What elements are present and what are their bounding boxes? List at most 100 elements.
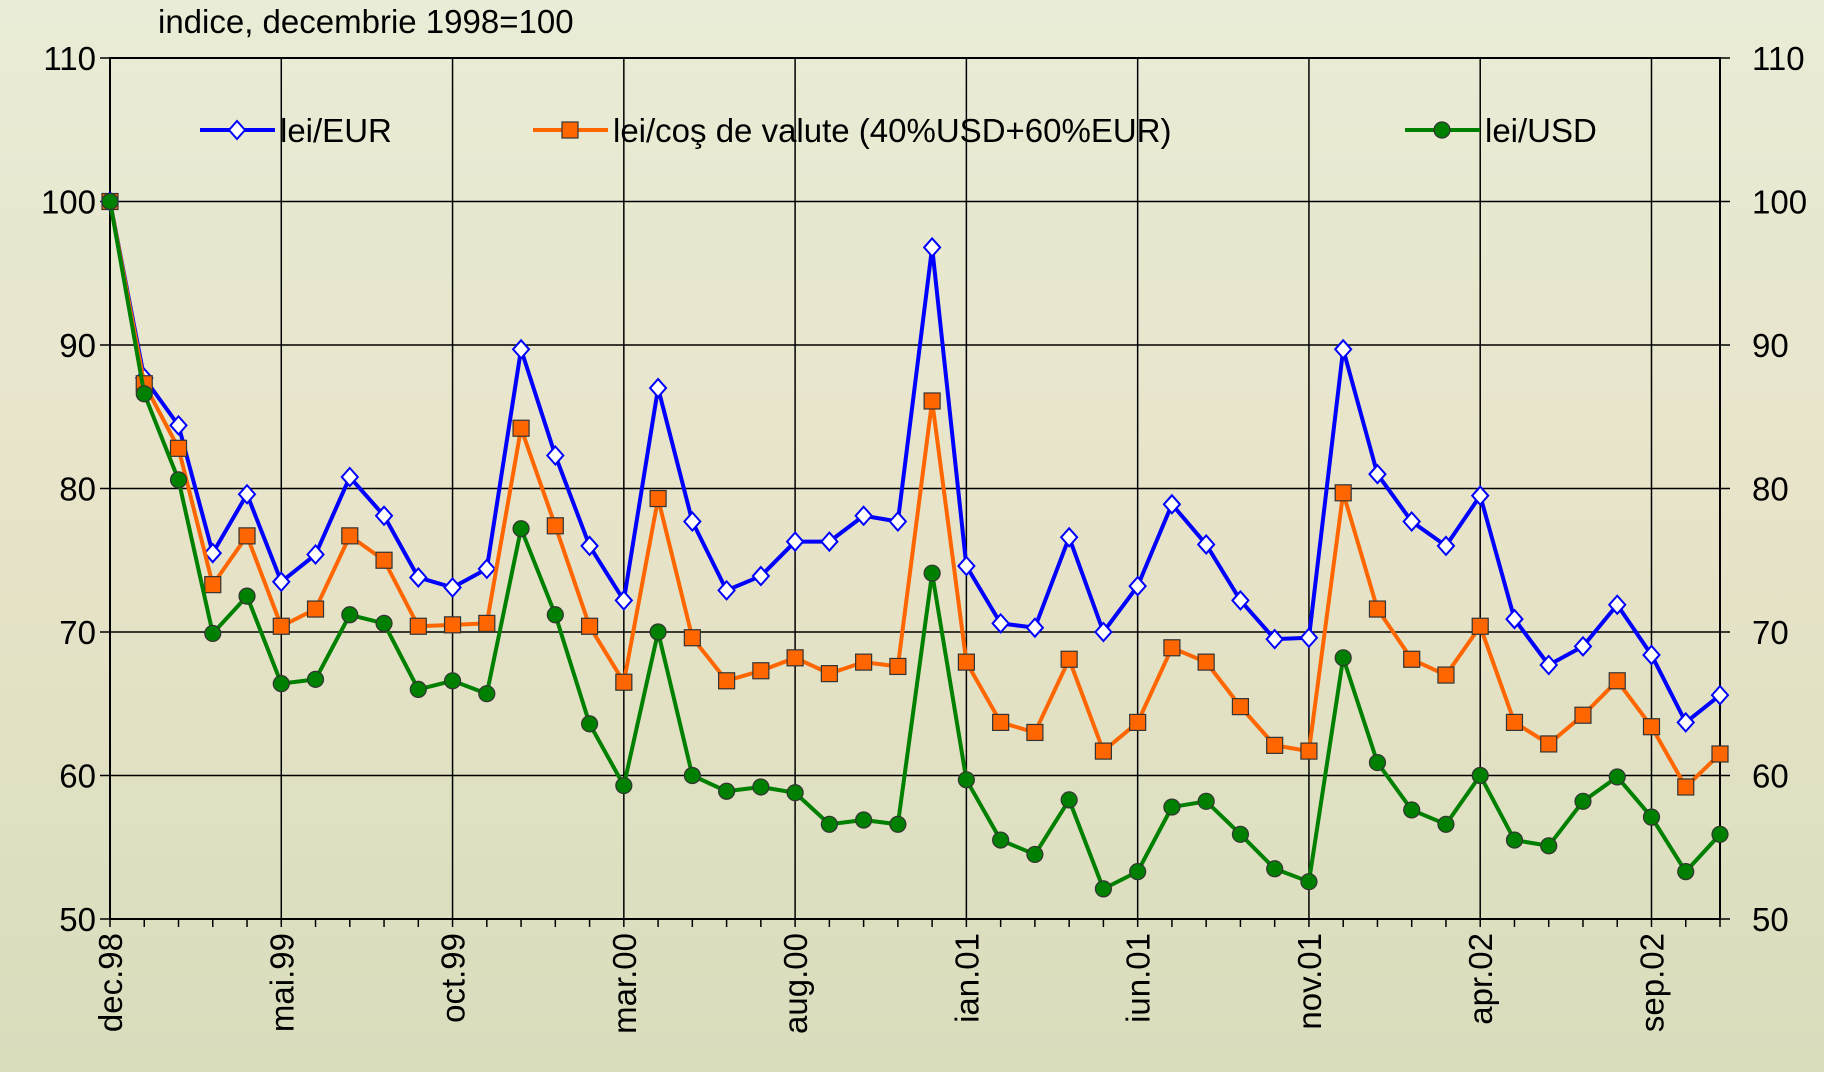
marker [545, 444, 565, 467]
marker [169, 414, 188, 436]
marker [1026, 723, 1044, 742]
y-tick-label: 110 [43, 40, 96, 77]
chart-title: indice, decembrie 1998=100 [158, 3, 574, 40]
marker [1368, 600, 1387, 618]
legend-marker [561, 121, 579, 139]
marker [649, 489, 667, 508]
series [101, 192, 1729, 796]
marker [272, 617, 290, 635]
marker [443, 672, 462, 690]
y-tick-label: 80 [59, 471, 96, 508]
marker [409, 680, 427, 699]
marker [375, 614, 393, 632]
marker [169, 439, 188, 457]
marker [1437, 666, 1455, 684]
marker [683, 510, 702, 533]
y2-tick-label: 60 [1752, 758, 1789, 795]
legend-label: lei/EUR [280, 112, 392, 149]
marker [204, 576, 222, 594]
marker [717, 672, 736, 690]
marker [820, 665, 838, 683]
x-tick-label: dec.98 [92, 933, 129, 1032]
marker [1299, 627, 1319, 649]
marker [923, 564, 941, 582]
marker [1334, 649, 1352, 667]
marker [1197, 653, 1215, 671]
y-tick-label: 90 [59, 327, 96, 364]
marker [477, 558, 497, 580]
marker [1266, 736, 1284, 754]
marker [957, 653, 975, 671]
marker [135, 385, 153, 403]
marker [204, 624, 222, 643]
marker [1540, 735, 1558, 753]
marker [854, 505, 873, 527]
marker [957, 771, 975, 789]
y2-tick-label: 110 [1752, 40, 1805, 77]
marker [546, 517, 564, 535]
marker [922, 236, 942, 258]
marker [1608, 672, 1626, 690]
marker [341, 527, 359, 545]
marker [785, 531, 805, 553]
marker [374, 505, 394, 527]
marker [1471, 617, 1489, 635]
x-tick-label: apr.02 [1462, 933, 1499, 1025]
marker [889, 815, 907, 833]
marker [1196, 533, 1216, 555]
marker [1231, 698, 1250, 716]
series [101, 192, 1729, 898]
marker [1334, 484, 1352, 502]
marker [991, 612, 1010, 634]
marker [203, 542, 223, 564]
marker [306, 670, 325, 688]
marker [855, 653, 873, 671]
marker [1300, 742, 1318, 760]
marker [751, 565, 771, 587]
marker [1231, 589, 1250, 611]
marker [1505, 713, 1524, 732]
marker [580, 535, 599, 557]
marker [1162, 493, 1182, 515]
x-tick-label: ian.01 [948, 933, 985, 1023]
x-tick-label: aug.00 [777, 933, 814, 1034]
marker [615, 776, 633, 795]
marker [580, 715, 599, 733]
y2-tick-label: 90 [1752, 327, 1789, 364]
marker [272, 675, 290, 693]
marker [101, 192, 119, 211]
marker [1677, 863, 1695, 881]
marker [1642, 808, 1661, 826]
marker [683, 629, 701, 647]
marker [957, 555, 976, 577]
marker [1642, 718, 1661, 736]
marker [717, 579, 736, 601]
marker [306, 544, 325, 566]
marker [1129, 713, 1147, 732]
marker [614, 589, 634, 611]
y2-tick-label: 80 [1752, 471, 1789, 508]
marker [478, 614, 496, 632]
marker [1608, 768, 1626, 786]
marker [1368, 753, 1387, 772]
marker [786, 784, 804, 802]
legend-marker [227, 119, 247, 141]
legend-item: lei/EUR [200, 112, 392, 149]
marker [648, 377, 668, 399]
legend-item: lei/USD [1405, 112, 1597, 149]
y-tick-label: 70 [59, 614, 96, 651]
marker [1573, 635, 1593, 657]
marker [512, 419, 530, 437]
marker [923, 392, 941, 410]
marker [1642, 644, 1661, 666]
marker [1197, 792, 1215, 810]
marker [888, 510, 908, 533]
marker [409, 617, 427, 635]
marker [1505, 608, 1524, 630]
marker [1574, 792, 1592, 810]
x-tick-label: mai.99 [263, 933, 300, 1032]
marker [408, 566, 428, 588]
